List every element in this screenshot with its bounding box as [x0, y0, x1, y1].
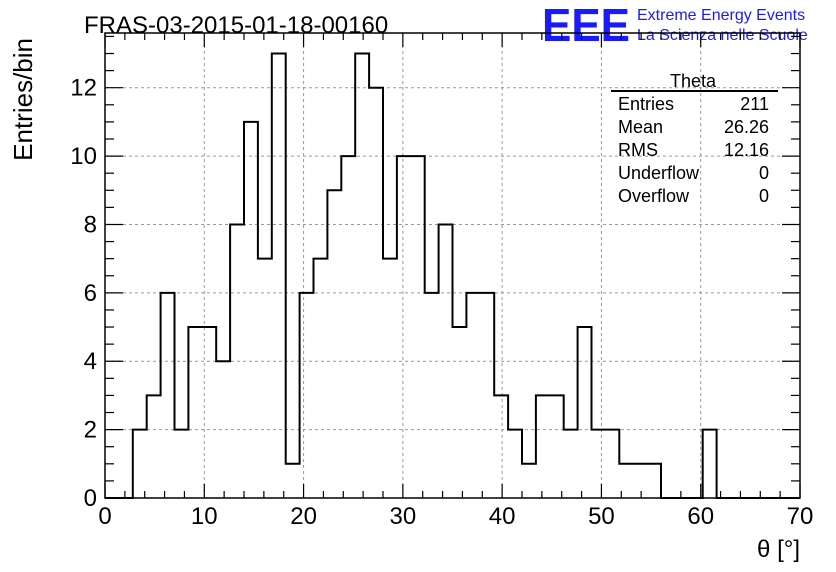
x-axis-label: θ [°]	[757, 536, 800, 563]
x-tick-label: 0	[98, 503, 111, 530]
x-tick-label: 40	[489, 503, 516, 530]
y-tick-label: 2	[84, 417, 97, 444]
stats-value: 0	[759, 186, 769, 206]
stats-label: Underflow	[618, 163, 700, 183]
axes: 0 10 20 30 40 50 60 70 0 2 4 6 8 10 12	[70, 33, 813, 530]
stats-label: Entries	[618, 94, 674, 114]
x-tick-label: 10	[191, 503, 218, 530]
y-tick-label: 4	[84, 348, 97, 375]
org-subtitle: La Scienza nelle Scuole	[637, 27, 808, 44]
stats-label: Overflow	[618, 186, 690, 206]
stats-value: 26.26	[724, 117, 769, 137]
y-tick-label: 0	[84, 485, 97, 512]
stats-value: 211	[740, 94, 769, 114]
stats-value: 0	[759, 163, 769, 183]
y-tick-label: 6	[84, 280, 97, 307]
x-tick-label: 50	[588, 503, 615, 530]
y-tick-label: 12	[70, 75, 97, 102]
org-name: Extreme Energy Events	[637, 7, 805, 24]
y-axis-label: Entries/bin	[8, 38, 38, 161]
y-tick-label: 10	[70, 143, 97, 170]
stats-box: Theta Entries 211 Mean 26.26 RMS 12.16 U…	[611, 71, 778, 206]
x-tick-label: 20	[290, 503, 317, 530]
y-tick-label: 8	[84, 211, 97, 238]
eee-logo-mark: EEE	[542, 0, 630, 51]
chart-title: FRAS-03-2015-01-18-00160	[84, 12, 388, 39]
stats-label: Mean	[618, 117, 663, 137]
plot-frame	[104, 32, 801, 499]
x-tick-label: 30	[390, 503, 417, 530]
histogram-step-line	[105, 52, 800, 499]
stats-label: RMS	[618, 140, 658, 160]
x-tick-label: 70	[787, 503, 814, 530]
stats-title: Theta	[670, 71, 717, 91]
stats-value: 12.16	[724, 140, 769, 160]
x-tick-label: 60	[687, 503, 714, 530]
eee-logo: EEE Extreme Energy Events La Scienza nel…	[542, 0, 808, 51]
